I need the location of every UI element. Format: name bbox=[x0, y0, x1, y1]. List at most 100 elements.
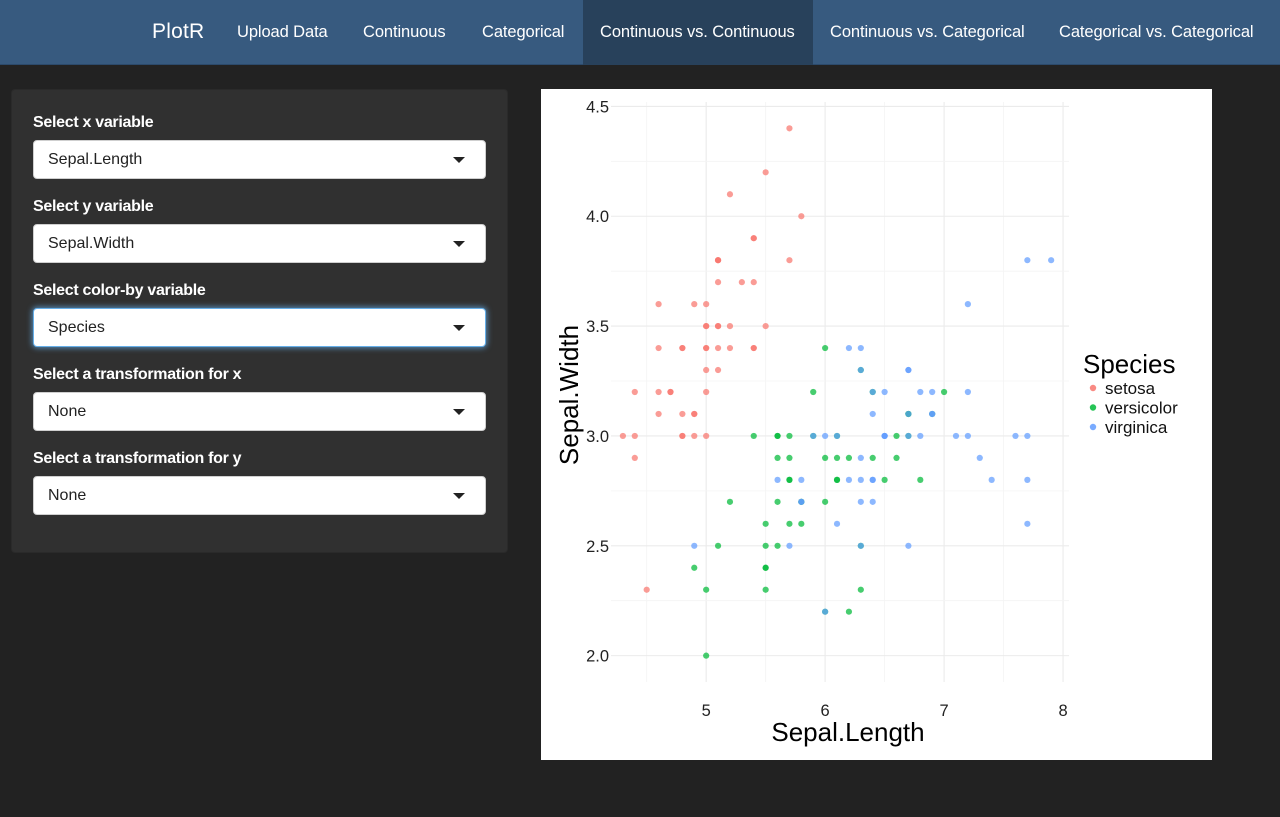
tab-continuous-vs-categorical[interactable]: Continuous vs. Categorical bbox=[830, 23, 1025, 41]
data-point-setosa bbox=[643, 586, 650, 593]
data-point-virginica bbox=[833, 520, 841, 527]
x-tick-label: 6 bbox=[821, 702, 830, 720]
data-point-virginica bbox=[833, 432, 841, 440]
y-tick-label: 4.0 bbox=[586, 208, 609, 226]
legend-key-versicolor bbox=[1089, 404, 1097, 411]
y-transform-label: Select a transformation for y bbox=[33, 450, 242, 467]
data-point-virginica bbox=[857, 454, 864, 462]
data-point-versicolor bbox=[762, 542, 769, 549]
plot-panel: 2.0 2.5 3.0 3.5 4.0 4.5 5 6 7 8 Sepal.Length Sep… bbox=[541, 89, 1212, 760]
data-point-versicolor bbox=[845, 454, 853, 462]
app-brand[interactable]: PlotR bbox=[152, 20, 205, 43]
data-point-setosa bbox=[762, 322, 769, 330]
data-point-versicolor bbox=[786, 520, 793, 527]
data-point-setosa bbox=[691, 301, 698, 308]
data-point-virginica bbox=[964, 301, 971, 308]
data-point-versicolor bbox=[893, 454, 900, 462]
data-point-setosa bbox=[726, 191, 734, 198]
data-point-setosa bbox=[750, 279, 757, 286]
data-point-setosa bbox=[703, 388, 710, 396]
legend-label-setosa: setosa bbox=[1105, 379, 1156, 398]
legend-label-versicolor: versicolor bbox=[1105, 399, 1178, 418]
data-point-virginica bbox=[881, 432, 888, 440]
data-point-versicolor bbox=[762, 586, 769, 593]
data-point-versicolor bbox=[857, 586, 864, 593]
data-point-setosa bbox=[750, 344, 757, 352]
x-axis-label: Sepal.Length bbox=[771, 717, 924, 747]
data-point-setosa bbox=[726, 322, 734, 330]
x-transform-select[interactable]: None bbox=[33, 392, 486, 431]
data-point-virginica bbox=[964, 388, 971, 396]
data-point-setosa bbox=[750, 235, 757, 242]
data-point-setosa bbox=[655, 388, 662, 396]
data-point-versicolor bbox=[940, 388, 948, 396]
data-point-setosa bbox=[726, 344, 734, 352]
data-point-virginica bbox=[1024, 520, 1031, 527]
tab-categorical-vs-categorical[interactable]: Categorical vs. Categorical bbox=[1059, 23, 1254, 41]
data-point-versicolor bbox=[786, 432, 793, 440]
data-point-setosa bbox=[786, 257, 793, 264]
data-point-versicolor bbox=[881, 476, 888, 483]
data-point-versicolor bbox=[845, 608, 853, 615]
data-point-setosa bbox=[703, 432, 710, 440]
data-point-virginica bbox=[976, 454, 983, 462]
data-point-versicolor bbox=[703, 586, 710, 593]
data-point-versicolor bbox=[703, 652, 710, 659]
data-point-setosa bbox=[703, 301, 710, 308]
data-point-versicolor bbox=[691, 564, 698, 571]
data-point-setosa bbox=[703, 322, 710, 330]
data-point-setosa bbox=[703, 366, 710, 374]
data-point-versicolor bbox=[714, 542, 722, 549]
data-point-setosa bbox=[738, 279, 745, 286]
y-variable-select[interactable]: Sepal.Width bbox=[33, 224, 486, 263]
data-point-setosa bbox=[714, 322, 722, 330]
data-point-versicolor bbox=[774, 432, 781, 440]
data-point-versicolor bbox=[917, 476, 924, 483]
data-point-versicolor bbox=[726, 498, 734, 505]
data-point-setosa bbox=[631, 432, 638, 440]
y-tick-label: 2.0 bbox=[586, 648, 609, 666]
data-point-virginica bbox=[1024, 257, 1031, 264]
data-point-versicolor bbox=[774, 542, 781, 549]
data-point-versicolor bbox=[786, 476, 793, 483]
data-point-setosa bbox=[655, 301, 662, 308]
data-point-virginica bbox=[857, 366, 864, 374]
color-by-label: Select color-by variable bbox=[33, 282, 206, 299]
y-transform-select[interactable]: None bbox=[33, 476, 486, 515]
y-transform-value: None bbox=[48, 487, 87, 504]
data-point-versicolor bbox=[833, 454, 841, 462]
data-point-virginica bbox=[857, 476, 864, 483]
x-variable-select[interactable]: Sepal.Length bbox=[33, 140, 486, 179]
data-point-virginica bbox=[881, 388, 888, 396]
data-point-setosa bbox=[679, 410, 686, 418]
data-point-setosa bbox=[691, 432, 698, 440]
data-point-virginica bbox=[857, 542, 864, 549]
y-tick-label: 2.5 bbox=[586, 538, 609, 556]
data-point-virginica bbox=[917, 432, 924, 440]
color-by-select[interactable]: Species bbox=[33, 308, 486, 347]
data-point-versicolor bbox=[762, 564, 769, 571]
data-point-virginica bbox=[964, 432, 971, 440]
data-point-virginica bbox=[869, 476, 876, 483]
data-point-setosa bbox=[631, 388, 638, 396]
y-axis-label: Sepal.Width bbox=[554, 325, 584, 465]
data-point-setosa bbox=[762, 169, 769, 176]
data-point-virginica bbox=[1024, 476, 1031, 483]
tab-upload-data[interactable]: Upload Data bbox=[237, 23, 328, 41]
data-point-versicolor bbox=[774, 454, 781, 462]
x-tick-label: 5 bbox=[702, 702, 711, 720]
data-point-virginica bbox=[905, 542, 912, 549]
data-point-virginica bbox=[1012, 432, 1019, 440]
scatter-plot: 2.0 2.5 3.0 3.5 4.0 4.5 5 6 7 8 Sepal.Length Sep… bbox=[554, 98, 1178, 747]
data-point-virginica bbox=[1024, 432, 1031, 440]
data-point-versicolor bbox=[750, 432, 757, 440]
tab-continuous-vs-continuous[interactable]: Continuous vs. Continuous bbox=[583, 0, 813, 65]
tab-continuous[interactable]: Continuous bbox=[363, 23, 446, 41]
chevron-down-icon bbox=[453, 409, 465, 415]
x-transform-label: Select a transformation for x bbox=[33, 366, 242, 383]
tab-categorical[interactable]: Categorical bbox=[482, 23, 565, 41]
data-point-virginica bbox=[952, 432, 960, 440]
data-point-versicolor bbox=[774, 498, 781, 505]
data-point-setosa bbox=[655, 410, 662, 418]
